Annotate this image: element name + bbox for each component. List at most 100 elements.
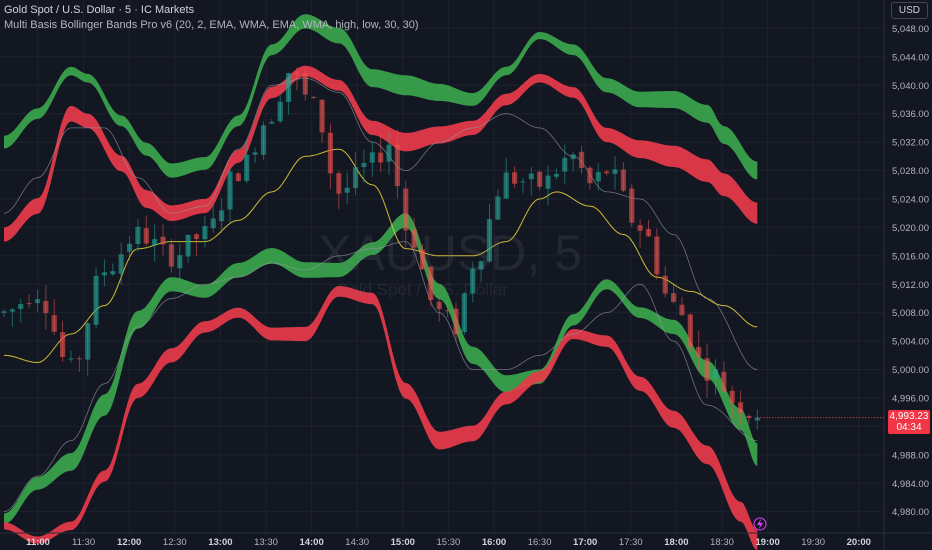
price-axis[interactable]: 5,048.00 5,044.00 5,040.00 5,036.00 5,032.00… xyxy=(892,24,929,518)
candle xyxy=(729,385,735,420)
candle xyxy=(34,289,41,312)
candle xyxy=(68,350,74,363)
candle xyxy=(595,163,601,191)
candle xyxy=(277,94,283,124)
price-tick-label: 4,988.00 xyxy=(892,450,929,461)
candle xyxy=(671,284,677,304)
time-tick-label: 15:30 xyxy=(437,537,461,548)
candle xyxy=(754,409,760,430)
candle xyxy=(244,140,250,184)
time-tick-label: 19:00 xyxy=(755,537,779,548)
time-tick-label: 13:30 xyxy=(254,537,278,548)
bolt-icon[interactable] xyxy=(753,517,767,531)
candle xyxy=(336,171,342,209)
price-tick-label: 5,044.00 xyxy=(892,52,929,63)
candle xyxy=(110,263,116,276)
candle xyxy=(503,157,509,200)
candle xyxy=(712,359,719,395)
candle xyxy=(687,313,693,352)
candle xyxy=(629,184,635,227)
price-tick-label: 5,028.00 xyxy=(892,166,929,177)
candle xyxy=(59,320,66,362)
candle xyxy=(101,259,108,287)
price-tick-label: 4,984.00 xyxy=(892,479,929,490)
time-tick-label: 20:00 xyxy=(847,537,871,548)
candle xyxy=(654,228,660,280)
candlesticks xyxy=(1,67,760,430)
candle xyxy=(445,299,451,318)
price-tick-label: 5,012.00 xyxy=(892,280,929,291)
price-tick-label: 5,000.00 xyxy=(892,365,929,376)
candle xyxy=(319,99,325,143)
symbol-title[interactable]: Gold Spot / U.S. Dollar · 5 · IC Markets xyxy=(4,4,195,16)
price-tick-label: 5,004.00 xyxy=(892,337,929,348)
candle xyxy=(746,413,752,424)
last-price-value: 4,993.23 xyxy=(889,411,929,422)
candle xyxy=(193,232,200,256)
time-tick-label: 17:00 xyxy=(573,537,597,548)
price-tick-label: 5,016.00 xyxy=(892,251,929,262)
candle xyxy=(520,177,526,194)
candle xyxy=(478,260,484,283)
candle xyxy=(553,168,560,180)
candle xyxy=(302,68,308,101)
candle xyxy=(612,156,618,190)
candle xyxy=(252,147,258,164)
candle xyxy=(235,172,241,182)
candle xyxy=(679,296,685,316)
candle xyxy=(570,152,576,172)
candle xyxy=(210,203,216,233)
last-price-tag: 4,993.23 04:34 xyxy=(888,410,930,434)
line-inner_lower xyxy=(3,241,758,513)
candle xyxy=(294,67,300,91)
candle xyxy=(419,244,426,270)
candle xyxy=(202,216,208,248)
candle xyxy=(160,223,166,256)
candle xyxy=(453,302,459,342)
candle xyxy=(604,170,610,176)
candle xyxy=(361,149,367,183)
candle xyxy=(562,144,568,184)
candle xyxy=(51,298,57,335)
candle xyxy=(587,165,593,190)
candle xyxy=(352,151,359,196)
price-tick-label: 4,980.00 xyxy=(892,507,929,518)
candle xyxy=(18,299,24,323)
candle xyxy=(704,343,710,398)
band-mid_lower xyxy=(4,213,758,525)
price-tick-label: 5,008.00 xyxy=(892,308,929,319)
price-tick-label: 5,024.00 xyxy=(892,194,929,205)
candle xyxy=(578,146,585,174)
candle xyxy=(495,189,501,221)
time-tick-label: 14:00 xyxy=(299,537,323,548)
time-tick-label: 15:00 xyxy=(391,537,415,548)
candle xyxy=(311,95,317,100)
candle xyxy=(135,219,141,252)
candle xyxy=(85,321,91,376)
time-tick-label: 16:30 xyxy=(528,537,552,548)
candle xyxy=(378,136,384,172)
candle xyxy=(620,162,626,193)
price-tick-label: 5,036.00 xyxy=(892,109,929,120)
chart-header: Gold Spot / U.S. Dollar · 5 · IC Markets… xyxy=(4,3,418,33)
currency-button[interactable]: USD xyxy=(890,2,928,19)
candle xyxy=(219,198,225,234)
candle xyxy=(369,141,375,177)
candle xyxy=(126,236,133,261)
time-axis[interactable]: 11:00 11:30 12:00 12:30 13:00 13:30 14:00 14:30… xyxy=(0,532,932,548)
candle xyxy=(9,308,15,327)
time-tick-label: 11:30 xyxy=(72,537,95,548)
bollinger-bands xyxy=(4,14,758,550)
candle xyxy=(470,261,476,303)
price-tick-label: 5,032.00 xyxy=(892,138,929,149)
candle xyxy=(285,72,292,115)
candle xyxy=(93,267,99,329)
candle xyxy=(461,291,467,335)
candle xyxy=(645,219,652,238)
candle xyxy=(662,266,668,298)
candle xyxy=(528,167,534,196)
candle xyxy=(260,121,267,160)
indicator-title[interactable]: Multi Basis Bollinger Bands Pro v6 (20, … xyxy=(4,19,419,31)
time-tick-label: 14:30 xyxy=(345,537,369,548)
